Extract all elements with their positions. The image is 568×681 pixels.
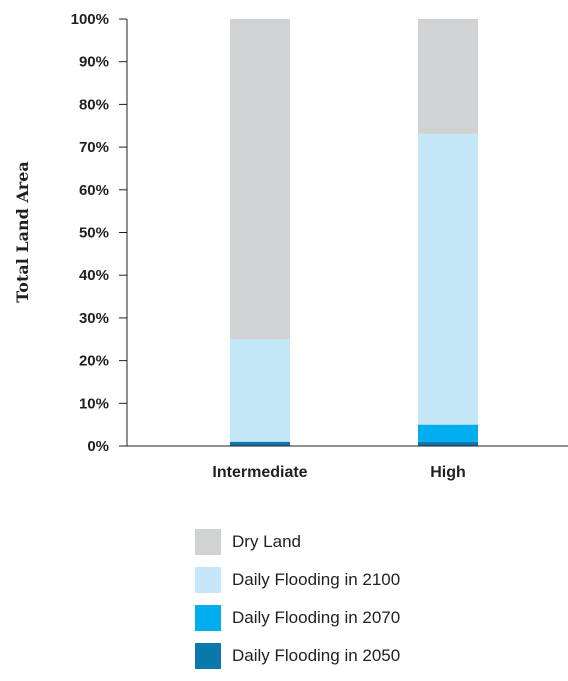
y-tick-label: 20% [79,353,109,370]
bar-segment [230,339,290,442]
legend-item: Daily Flooding in 2070 [195,605,400,631]
legend-label: Daily Flooding in 2070 [232,608,401,627]
legend-swatch [195,605,221,631]
bar-segment [418,441,478,446]
y-axis-ticks [119,18,127,447]
legend-label: Daily Flooding in 2050 [232,646,401,665]
bar-segment [418,134,478,425]
y-tick-label: 30% [79,310,109,327]
y-tick-label: 0% [87,438,109,455]
y-axis-tick-labels: 0% 10% 20% 30% 40% 50% 60% 70% 80% 90% 100% [71,11,109,455]
x-category-label: High [430,464,466,481]
legend-item: Daily Flooding in 2050 [195,643,400,669]
y-tick-label: 50% [79,225,109,242]
x-category-label: Intermediate [212,464,307,481]
bar-segment [230,441,290,446]
bar-segments [230,19,478,446]
legend-label: Dry Land [232,532,301,551]
bar-segment [418,424,478,442]
x-axis-category-labels: Intermediate High [212,464,465,481]
legend-swatch [195,567,221,593]
y-tick-label: 60% [79,182,109,199]
y-tick-label: 10% [79,395,109,412]
bar-segment [418,19,478,135]
y-tick-label: 40% [79,267,109,284]
legend-swatch [195,643,221,669]
chart-legend: Dry Land Daily Flooding in 2100 Daily Floo… [195,529,400,681]
legend-label: Daily Flooding in 2100 [232,570,401,589]
legend-item: Dry Land [195,529,400,555]
y-axis-title: Total Land Area [13,161,32,303]
y-tick-label: 70% [79,139,109,156]
y-tick-label: 100% [71,11,109,28]
legend-swatch [195,529,221,555]
y-tick-label: 80% [79,96,109,113]
y-tick-label: 90% [79,54,109,71]
legend-item: Daily Flooding in 2100 [195,567,400,593]
bar-segment [230,19,290,340]
